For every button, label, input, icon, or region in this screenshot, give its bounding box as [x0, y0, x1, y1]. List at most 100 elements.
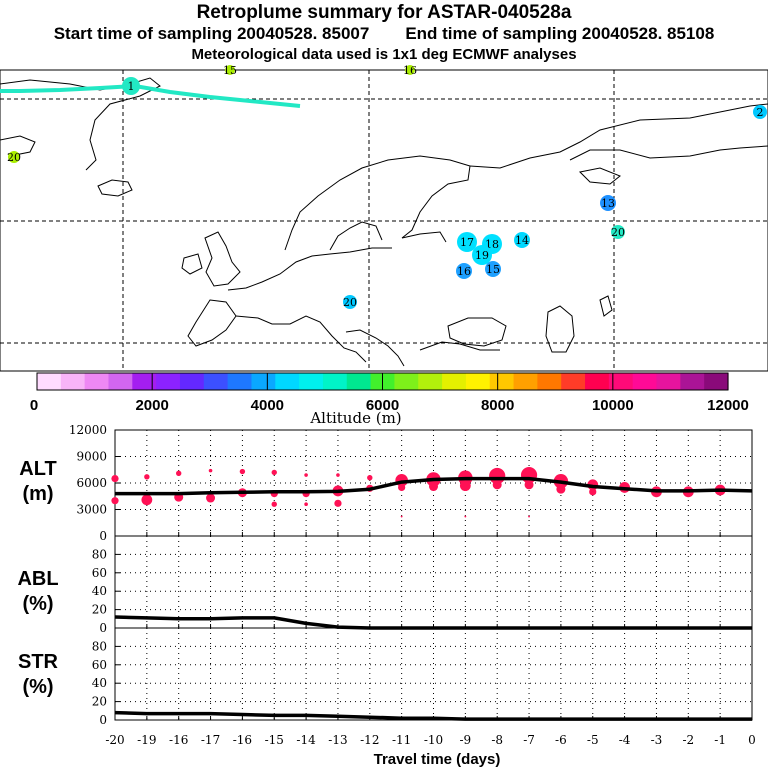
start-time-label: Start time of sampling 20040528. 85007	[53, 24, 370, 43]
altitude-cluster-point	[398, 483, 406, 492]
plume-marker-label: 17	[460, 236, 474, 249]
panel-y-label: ALT	[19, 458, 56, 480]
colorbar-cell	[418, 373, 443, 390]
colorbar-cell	[489, 373, 515, 390]
colorbar-tick-label: 2000	[135, 397, 168, 414]
plume-marker-dot	[456, 263, 472, 279]
colorbar-tick-label: 8000	[481, 397, 514, 414]
plume-marker-dot	[472, 245, 492, 265]
plume-marker-dot	[225, 65, 235, 75]
colorbar-tick-label: 6000	[366, 397, 399, 414]
plume-marker-dot	[8, 151, 20, 163]
colorbar-cell	[394, 373, 419, 390]
colorbar-cell	[251, 373, 276, 390]
altitude-cluster-point	[524, 480, 534, 490]
panel-y-label: STR	[18, 651, 59, 673]
plume-marker-dot	[753, 105, 767, 119]
colorbar-cell	[275, 373, 300, 390]
y-tick-label: 6000	[76, 476, 107, 490]
plume-marker-dot	[600, 195, 616, 211]
plume-marker-label: 19	[475, 249, 489, 262]
end-time-label: End time of sampling 20040528. 85108	[405, 24, 715, 43]
plume-marker-dot	[485, 261, 501, 277]
colorbar-cell	[37, 373, 62, 390]
altitude-cluster-point	[459, 480, 471, 492]
colorbar-cell	[322, 373, 348, 390]
colorbar-cell	[346, 373, 372, 390]
altitude-cluster-point	[589, 488, 597, 496]
altitude-cluster-point	[176, 470, 182, 476]
plume-marker: 1	[122, 77, 140, 95]
plume-marker-label: 20	[611, 226, 625, 239]
x-tick-label: 0	[748, 733, 756, 747]
x-tick-label: -11	[392, 733, 411, 747]
altitude-cluster-point	[271, 501, 277, 507]
plume-marker: 14	[514, 232, 530, 248]
x-tick-label: -13	[328, 733, 347, 747]
altitude-cluster-point	[464, 515, 467, 518]
panel-y-label: (%)	[22, 593, 53, 615]
colorbar-cell	[465, 373, 491, 390]
plume-marker-label: 2	[757, 106, 764, 119]
colorbar-cell	[60, 373, 86, 390]
x-tick-label: -15	[265, 733, 284, 747]
plume-marker: 15	[485, 261, 501, 277]
y-tick-label: 80	[92, 639, 107, 653]
plume-marker: 2	[753, 105, 767, 119]
plume-marker: 17	[457, 232, 477, 252]
plume-marker-label: 15	[223, 64, 237, 77]
y-tick-label: 9000	[76, 450, 107, 464]
colorbar-cell	[156, 373, 181, 390]
colorbar-cell	[537, 373, 562, 390]
x-tick-label: -2	[682, 733, 694, 747]
series-line-str	[114, 710, 752, 721]
plume-marker: 20	[7, 151, 21, 164]
altitude-cluster-point	[141, 494, 153, 506]
colorbar-tick-label: 10000	[592, 397, 634, 414]
series-line-alt	[115, 476, 753, 496]
x-tick-label: -14	[296, 733, 316, 747]
colorbar-cell	[561, 373, 586, 390]
altitude-cluster-point	[304, 502, 308, 507]
plume-marker-label: 16	[403, 64, 417, 77]
x-tick-label: -4	[619, 733, 631, 747]
colorbar-tick-label: 4000	[251, 397, 284, 414]
altitude-cluster-point	[492, 480, 502, 490]
x-axis-tick-labels: -20 -19 -16 -17 -16 -15 -14 -13 -12 -11 -10 -9 -8 -7-…	[105, 733, 755, 747]
x-tick-label: -16	[169, 733, 188, 747]
x-tick-label: -20	[105, 733, 124, 747]
y-tick-label: 12000	[69, 423, 107, 437]
panel-y-label: (%)	[22, 676, 53, 698]
x-tick-label: -1	[714, 733, 726, 747]
x-tick-label: -7	[523, 733, 535, 747]
colorbar-cell	[84, 373, 110, 390]
altitude-cluster-point	[239, 468, 246, 475]
plume-marker: 20	[611, 225, 625, 239]
altitude-cluster-point	[111, 497, 119, 505]
plume-marker: 16	[403, 64, 417, 77]
panel-y-label: (m)	[22, 483, 53, 505]
coastlines	[0, 77, 768, 367]
colorbar-cell	[608, 373, 634, 390]
met-data-label: Meteorological data used is 1x1 deg ECMW…	[191, 46, 577, 63]
colorbar-cell	[442, 373, 467, 390]
plume-marker-label: 20	[7, 151, 21, 164]
plume-marker-dot	[405, 65, 415, 75]
x-tick-label: -16	[233, 733, 252, 747]
map-graticule	[0, 70, 768, 371]
plume-marker-dot	[611, 225, 625, 239]
plume-marker-dot	[514, 232, 530, 248]
time-series-panels: 030006000900012000ALT(m)020406080ABL(%)0…	[17, 423, 753, 727]
x-tick-label: -8	[491, 733, 503, 747]
y-tick-label: 40	[92, 676, 107, 690]
panel-str: 0 20 40 60 80 STR (%)	[18, 627, 753, 727]
x-tick-label: -5	[587, 733, 599, 747]
plume-marker-dot	[343, 295, 357, 309]
plume-marker: 20	[343, 295, 357, 309]
plume-marker-dot	[122, 77, 140, 95]
plume-marker: 13	[600, 195, 616, 211]
altitude-cluster-point	[111, 474, 119, 483]
altitude-cluster-point	[304, 473, 308, 477]
plume-marker-label: 16	[457, 265, 471, 278]
